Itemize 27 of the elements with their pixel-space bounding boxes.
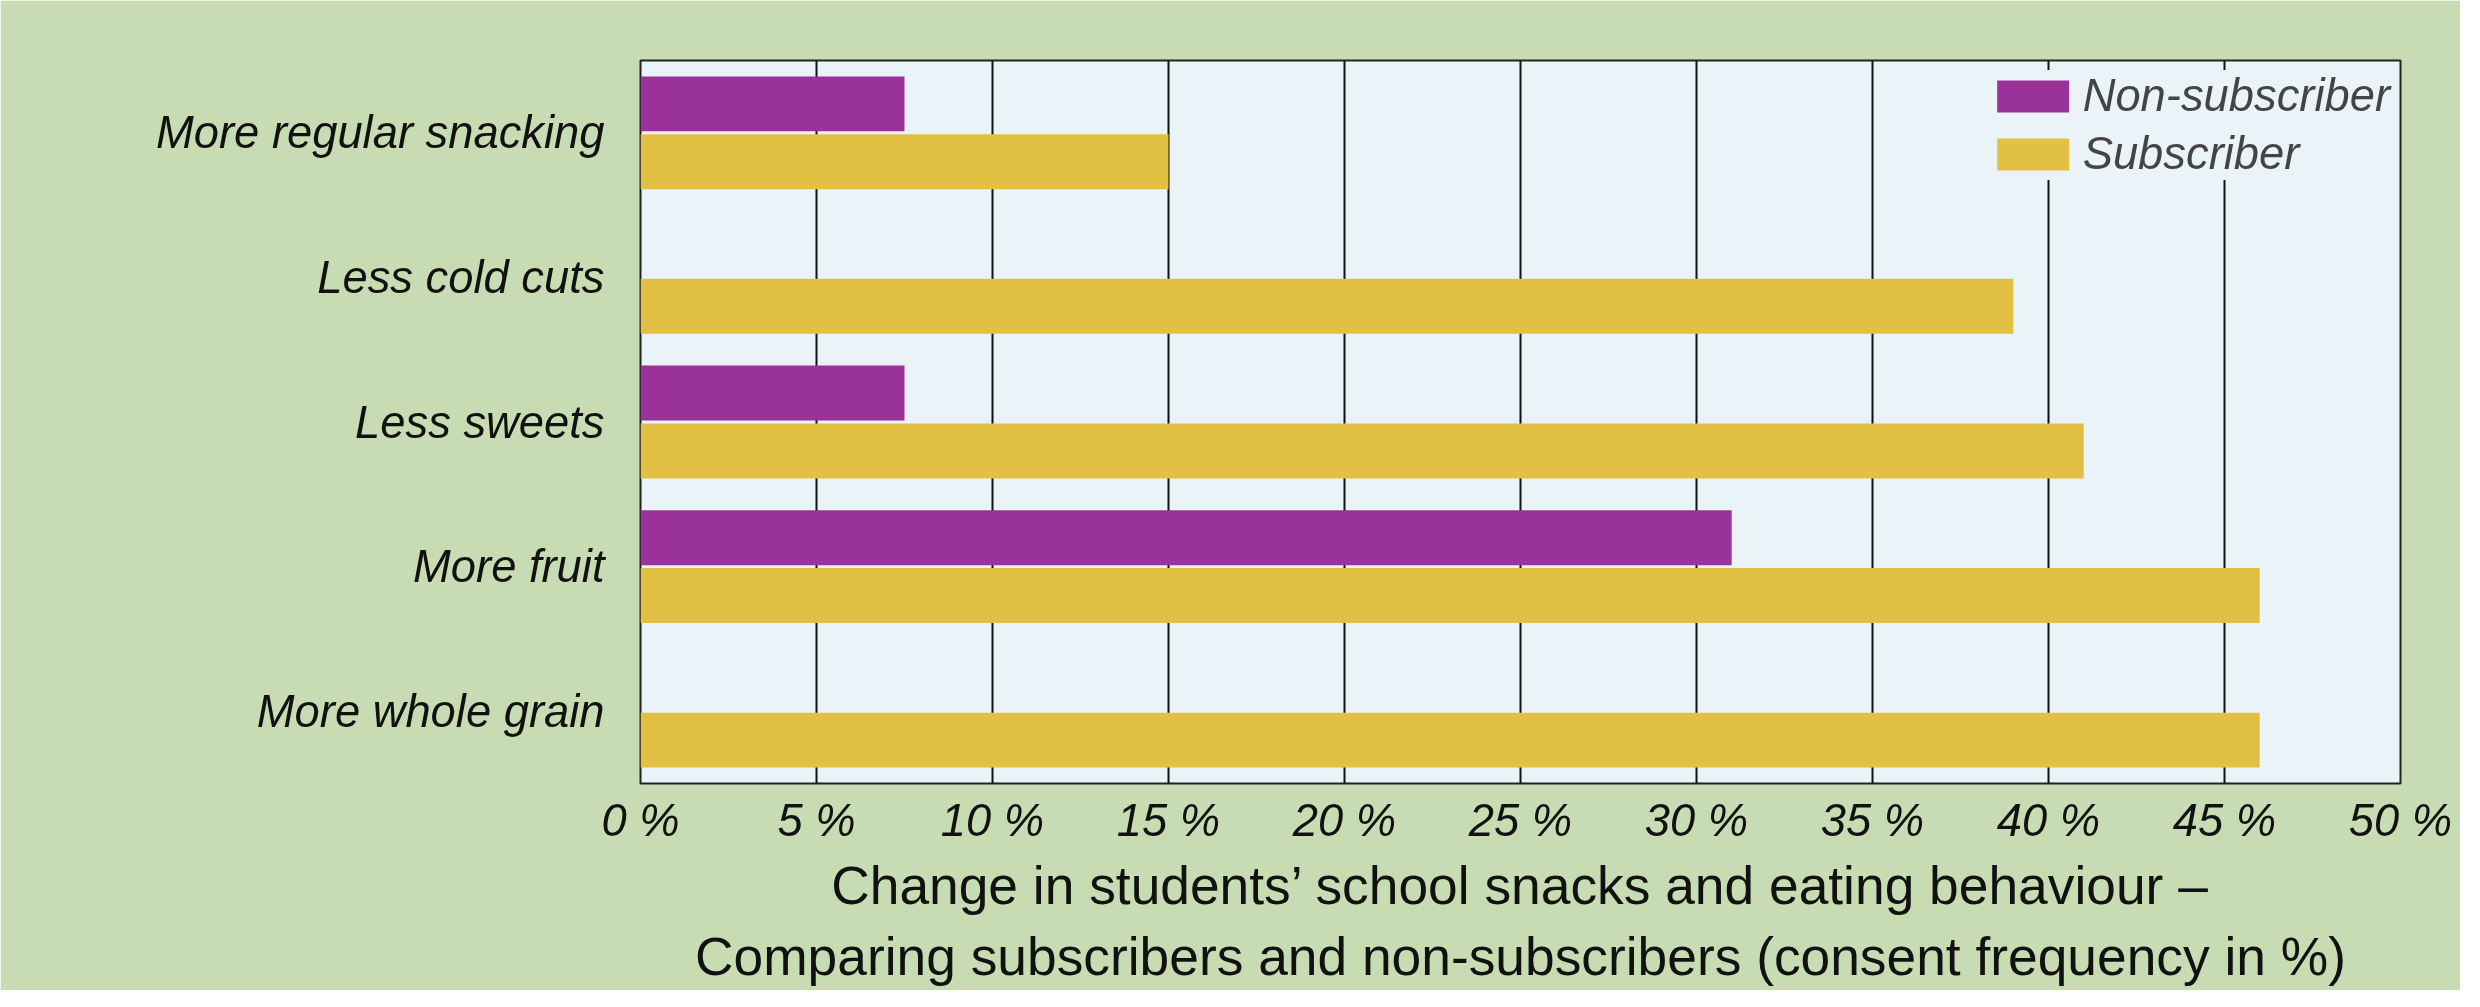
bar: [640, 76, 905, 132]
y-tick-label: More fruit: [413, 541, 607, 593]
x-tick-label: 0 %: [601, 794, 680, 846]
x-tick-label: 50 %: [2348, 794, 2453, 846]
bar: [640, 510, 1732, 566]
text: Change in students’ school snacks and eating behaviour – Comparing subscribers and non-subscribers (consent frequency in %): [695, 855, 2347, 986]
x-tick-label: 40 %: [1996, 794, 2101, 846]
x-tick-label: 5 %: [777, 794, 856, 846]
x-tick-label: 15 %: [1116, 794, 1221, 846]
x-tick-label: 35 %: [1820, 794, 1925, 846]
bar: [640, 134, 1169, 190]
y-tick-label: Less cold cuts: [317, 251, 605, 303]
x-tick-label: 10 %: [940, 794, 1045, 846]
bar: [640, 568, 2260, 623]
bar: [640, 712, 2260, 768]
y-tick-label: More regular snacking: [156, 107, 605, 159]
y-tick-label: More whole grain: [256, 685, 605, 737]
x-tick-label: 25 %: [1467, 794, 1573, 846]
legend-label: Subscriber: [2082, 128, 2300, 180]
bar: [640, 365, 905, 421]
x-tick-label: 30 %: [1644, 794, 1749, 846]
legend-label: Non-subscriber: [2082, 70, 2390, 122]
x-tick-label: 45 %: [2172, 794, 2277, 846]
y-tick-label: Less sweets: [355, 396, 605, 448]
bar: [640, 423, 2084, 479]
bar: [640, 278, 2014, 334]
x-tick-label: 20 %: [1291, 794, 1397, 846]
